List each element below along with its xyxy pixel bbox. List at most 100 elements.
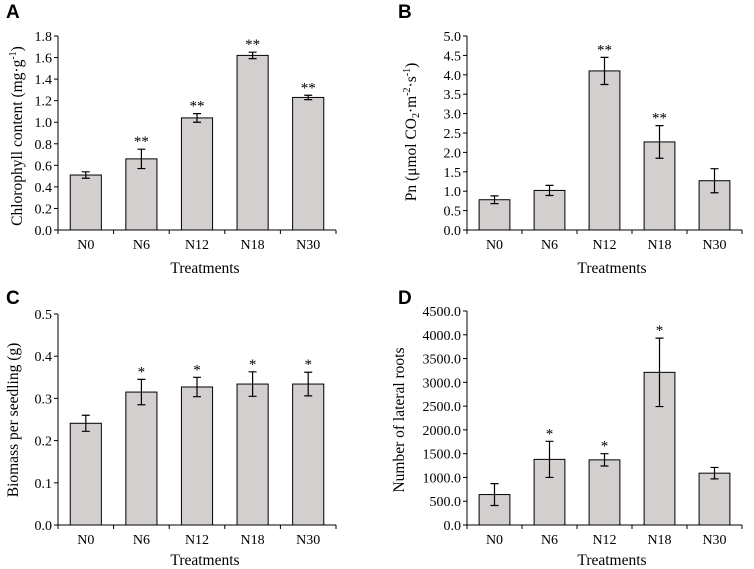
panel-a-xtick-label: N12 [185, 238, 209, 253]
panel-c-ytick-label: 0.0 [35, 519, 53, 534]
panel-d-ytick-label: 1500.0 [423, 448, 462, 463]
panel-c-xtick-label: N6 [133, 533, 150, 548]
panel-b-ytick-label: 2.5 [444, 127, 462, 142]
panel-a-significance-n6: ** [134, 134, 149, 150]
panel-c-ytick-label: 0.1 [35, 477, 53, 492]
panel-c-errorbar-n0 [81, 414, 90, 432]
panel-b-ytick-label: 0.0 [444, 224, 462, 239]
panel-b-xtick-label: N6 [541, 238, 558, 253]
panel-b-ylabel: Pn (μmol CO2·m-2·s-1) [402, 63, 422, 202]
panel-d-ytick-label: 3000.0 [423, 376, 462, 391]
panel-a-ytick-label: 1.6 [35, 52, 53, 67]
panel-a-errorbar-n0 [81, 171, 90, 179]
panel-c-xlabel: Treatments [170, 552, 239, 569]
panel-c-ytick-label: 0.2 [35, 435, 53, 450]
panel-b-ytick-label: 4.5 [444, 49, 462, 64]
panel-c-letter: C [6, 288, 20, 309]
panel-a-errorbar-n18 [248, 51, 257, 60]
panel-a-xlabel: Treatments [170, 260, 239, 277]
panel-c-xtick-label: N30 [296, 533, 320, 548]
panel-d-bar-n30 [698, 472, 731, 526]
panel-c-bar-n12 [180, 386, 214, 526]
panel-d-ytick-label: 4500.0 [423, 305, 462, 320]
panel-b-letter: B [398, 2, 412, 23]
panel-a-bar-n18 [236, 54, 269, 231]
panel-b-ytick-label: 3.0 [444, 108, 462, 123]
panel-a-ytick-label: 0.4 [35, 181, 53, 196]
panel-b-bar-n0 [478, 199, 511, 231]
panel-a-ytick-label: 0.6 [35, 159, 53, 174]
panel-a-ylabel: Chlorophyll content (mg·g-1) [8, 46, 26, 226]
panel-b-ytick-label: 1.0 [444, 185, 462, 200]
panel-c-errorbar-n12 [193, 376, 201, 398]
panel-d-ytick-label: 3500.0 [423, 353, 462, 368]
panel-b-xtick-label: N12 [592, 238, 616, 253]
panel-b-chart: B Pn (μmol CO2·m-2·s-1) Treatments 0.0 0.… [398, 2, 743, 277]
panel-a-bar-n12 [180, 117, 214, 231]
panel-d-ytick-label: 0.0 [444, 519, 462, 534]
panel-c-ytick-label: 0.4 [35, 350, 53, 365]
panel-d-xtick-label: N18 [647, 533, 671, 548]
panel-d-errorbar-n6 [545, 440, 554, 479]
panel-c-significance-n18: * [249, 357, 257, 373]
panel-b-xlabel: Treatments [577, 260, 646, 277]
panel-a-ytick-label: 1.2 [35, 95, 53, 110]
panel-b-ytick-label: 0.5 [444, 205, 462, 220]
panel-b-errorbar-n6 [545, 184, 554, 197]
panel-d-xtick-label: N0 [486, 533, 503, 548]
panel-d-letter: D [398, 288, 412, 309]
panel-a-ytick-label: 1.8 [35, 30, 53, 45]
panel-a-bar-n6 [125, 158, 158, 231]
panel-a-xtick-label: N18 [241, 238, 265, 253]
panel-d-xtick-label: N12 [592, 533, 616, 548]
panel-b-bar-n12 [588, 70, 621, 231]
panel-d-ytick-label: 4000.0 [423, 329, 462, 344]
panel-b-errorbar-n0 [490, 195, 499, 205]
panel-d-errorbar-n12 [600, 453, 609, 467]
panel-d-chart: D Number of lateral roots Treatments 0.0… [391, 288, 743, 569]
panel-b-ytick-label: 2.0 [444, 146, 462, 161]
panel-b-ytick-label: 1.5 [444, 166, 462, 181]
panel-d-ytick-label: 1000.0 [423, 471, 462, 486]
panel-c-xtick-label: N12 [185, 533, 209, 548]
panel-a-ytick-label: 1.0 [35, 116, 53, 131]
panel-b-errorbar-n12 [600, 56, 609, 86]
panel-b-ytick-label: 3.5 [444, 88, 462, 103]
panel-b-errorbar-n18 [655, 125, 664, 159]
panel-c-significance-n12: * [193, 362, 201, 378]
panel-b-xtick-label: N0 [486, 238, 503, 253]
panel-a-errorbar-n12 [193, 113, 201, 123]
panel-a-significance-n30: ** [301, 80, 316, 96]
panel-d-ylabel: Number of lateral roots [391, 347, 408, 492]
panel-d-xtick-label: N30 [702, 533, 726, 548]
panel-a-ytick-label: 0.0 [35, 224, 53, 239]
panel-d-ytick-label: 2000.0 [423, 424, 462, 439]
panel-d-errorbar-n30 [710, 466, 719, 480]
panel-a-xtick-label: N0 [77, 238, 94, 253]
panel-c-ytick-label: 0.5 [35, 308, 53, 323]
panel-b-xtick-label: N30 [702, 238, 726, 253]
panel-a-significance-n12: ** [190, 99, 205, 115]
panel-a-ytick-label: 0.2 [35, 202, 53, 217]
panel-c-significance-n30: * [304, 357, 312, 373]
panel-d-xtick-label: N6 [541, 533, 558, 548]
panel-d-errorbar-n0 [490, 483, 499, 507]
panel-b-ytick-label: 4.0 [444, 69, 462, 84]
panel-c-ytick-label: 0.3 [35, 392, 53, 407]
panel-c-bar-n0 [69, 422, 102, 526]
panel-c-bar-n30 [292, 383, 325, 526]
panel-c-xtick-label: N0 [77, 533, 94, 548]
panel-a-significance-n18: ** [245, 37, 260, 53]
panel-a-ytick-label: 1.4 [35, 73, 53, 88]
panel-a-bar-n30 [292, 96, 325, 231]
panel-c-ylabel: Biomass per seedling (g) [5, 343, 22, 498]
panel-a-chart: A Chlorophyll content (mg·g-1) Treatment… [6, 2, 337, 277]
panel-c-bar-n6 [125, 391, 158, 526]
panel-b-xtick-label: N18 [647, 238, 671, 253]
panel-c-significance-n6: * [138, 364, 146, 380]
panel-d-xlabel: Treatments [577, 552, 646, 569]
panel-a-letter: A [6, 2, 20, 23]
panel-d-ytick-label: 500.0 [430, 495, 462, 510]
panel-a-ytick-label: 0.8 [35, 138, 53, 153]
